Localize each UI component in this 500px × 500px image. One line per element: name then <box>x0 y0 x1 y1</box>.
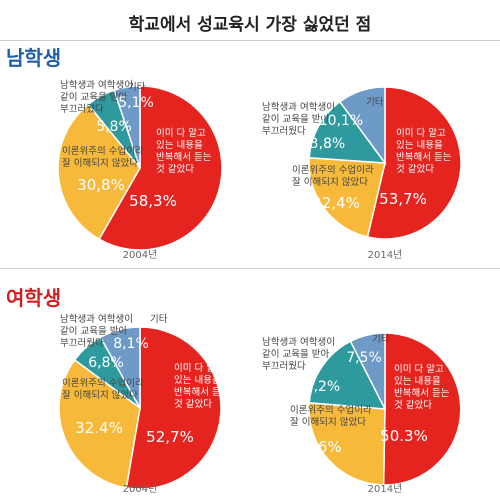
slice-value-label: 10,1% <box>319 113 363 129</box>
slice-category-label: 기타 <box>366 97 384 108</box>
slice-value-label: 32.4% <box>75 419 123 437</box>
divider-middle <box>0 268 500 269</box>
slice-category-label: 이론위주의 수업이라 잘 이해되지 않았다 <box>62 377 144 401</box>
slice-category-label: 남학생과 여학생이 같이 교육을 받아 부끄러웠다 <box>60 79 133 115</box>
slice-value-label: 22,4% <box>312 194 360 212</box>
slice-value-label: 58,3% <box>129 192 177 210</box>
slice-category-label: 이미 다 알고 있는 내용을 반복해서 듣는 것 같았다 <box>174 363 230 410</box>
slice-category-label: 이미 다 알고 있는 내용을 반복해서 듣는 것 같았다 <box>394 364 450 411</box>
pie-slice <box>308 401 386 486</box>
slice-value-label: 8,1% <box>113 336 149 352</box>
pie-slice <box>338 86 386 166</box>
pie-2: 이미 다 알고 있는 내용을 반복해서 듣는 것 같았다 이론위주의 수업이라 잘 이해되… <box>58 313 230 495</box>
pie-slice <box>58 358 141 489</box>
pie-slice <box>98 85 223 251</box>
chart-title: 학교에서 성교육시 가장 싫었던 점 <box>128 15 372 35</box>
slice-value-label: 13,8% <box>301 136 345 152</box>
slice-value-label: 30,8% <box>77 176 125 194</box>
slice-value-label: 5,8% <box>96 119 132 135</box>
divider-top <box>0 40 500 41</box>
slice-value-label: 26% <box>308 438 341 456</box>
pie-slice <box>125 326 222 490</box>
slice-category-label: 기타 <box>372 334 390 345</box>
year-label: 2014년 <box>368 249 403 261</box>
slice-value-label: 5,1% <box>118 95 154 111</box>
slice-value-label: 16,2% <box>296 379 340 395</box>
slice-category-label: 이미 다 알고 있는 내용을 반복해서 듣는 것 같았다 <box>396 128 452 175</box>
slice-category-label: 기타 <box>150 314 168 325</box>
slice-value-label: 7,5% <box>346 350 382 366</box>
year-label: 2014년 <box>368 483 403 495</box>
slice-value-label: 50.3% <box>380 427 428 445</box>
slice-value-label: 52,7% <box>146 428 194 446</box>
pie-slice <box>99 326 141 411</box>
pie-slice <box>349 332 386 410</box>
pie-slice <box>308 156 386 238</box>
slice-category-label: 이론위주의 수업이라 잘 이해되지 않았다 <box>62 145 144 169</box>
section-label-male: 남학생 <box>6 46 62 70</box>
pie-slice <box>308 340 387 410</box>
pie-slice <box>113 85 141 169</box>
slice-value-label: 53,7% <box>379 190 427 208</box>
pie-0: 이미 다 알고 있는 내용을 반복해서 듣는 것 같았다 이론위주의 수업이라 잘 이해되… <box>57 79 223 261</box>
slice-category-label: 기타 <box>128 82 146 93</box>
slice-category-label: 남학생과 여학생이 같이 교육을 받아 부끄러웠다 <box>60 313 133 349</box>
pie-slice <box>382 332 462 486</box>
slice-value-label: 6,8% <box>88 355 124 371</box>
slice-category-label: 남학생과 여학생이 같이 교육을 받아 부끄러웠다 <box>262 101 335 137</box>
section-label-female: 여학생 <box>6 286 62 310</box>
slice-category-label: 남학생과 여학생이 같이 교육을 받아 부끄러웠다 <box>262 336 335 372</box>
slice-category-label: 이론위주의 수업이라 잘 이해되지 않았다 <box>290 404 372 428</box>
pie-slice <box>308 100 387 164</box>
year-label: 2004년 <box>123 483 158 495</box>
slice-category-label: 이론위주의 수업이라 잘 이해되지 않았다 <box>292 164 374 188</box>
pie-slice <box>57 103 141 241</box>
year-label: 2004년 <box>123 249 158 261</box>
slice-category-label: 이미 다 알고 있는 내용을 반복해서 듣는 것 같았다 <box>156 128 212 175</box>
pie-slice <box>366 86 462 240</box>
